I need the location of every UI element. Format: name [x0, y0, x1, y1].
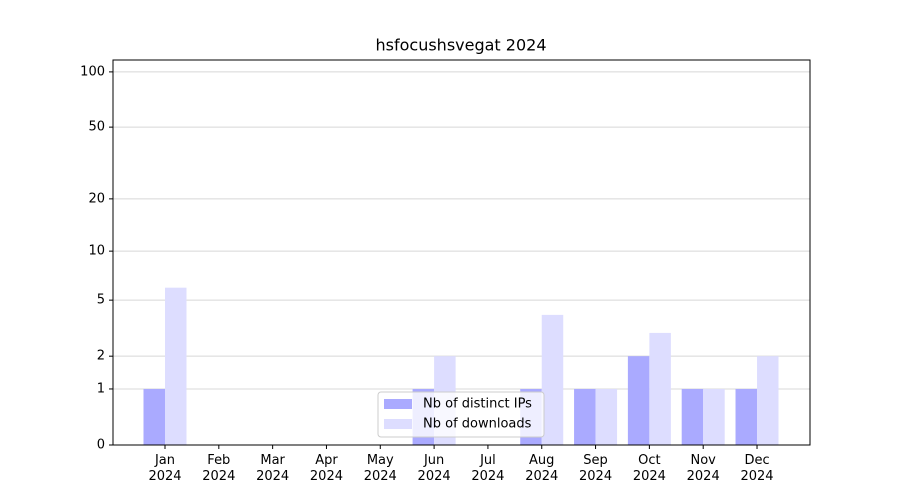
x-tick-label: Jan 2024 [148, 453, 182, 484]
x-tick-label: Apr 2024 [309, 453, 343, 484]
legend-label: Nb of distinct IPs [423, 397, 532, 412]
plot-frame [112, 59, 811, 446]
x-tick-label: Jul 2024 [471, 453, 505, 484]
legend: Nb of distinct IPs Nb of downloads [377, 391, 545, 438]
bar [703, 388, 725, 445]
x-tick-label: Sep 2024 [579, 453, 613, 484]
bar [757, 356, 779, 445]
legend-box [377, 391, 545, 438]
y-tick-label: 1 [97, 381, 105, 396]
bar [143, 388, 165, 445]
bar [681, 388, 704, 445]
x-tick-label: Dec 2024 [740, 453, 774, 484]
x-tick-label: Aug 2024 [525, 453, 559, 484]
x-tick-label: Jun 2024 [417, 453, 451, 484]
y-tick-label: 5 [97, 293, 105, 308]
y-tick-label: 0 [97, 438, 105, 453]
x-tick-label: May 2024 [363, 453, 397, 484]
bar [541, 314, 564, 445]
x-tick-label: Feb 2024 [202, 453, 236, 484]
bar [574, 388, 596, 445]
x-tick-label: Oct 2024 [632, 453, 666, 484]
y-tick-label: 50 [88, 120, 105, 135]
y-tick-label: 100 [80, 64, 105, 79]
bar [649, 332, 671, 445]
legend-label: Nb of downloads [423, 417, 532, 432]
x-tick-label: Nov 2024 [686, 453, 720, 484]
legend-swatch [384, 399, 412, 409]
x-tick-label: Mar 2024 [256, 453, 290, 484]
y-tick-label: 10 [88, 244, 105, 259]
bar [627, 356, 650, 445]
bar [595, 388, 618, 445]
bar [165, 287, 187, 445]
y-tick-label: 2 [97, 349, 105, 364]
y-tick-label: 20 [88, 191, 105, 206]
legend-swatch [384, 419, 412, 429]
bar [735, 388, 758, 445]
chart-title: hsfocushsvegat 2024 [376, 36, 547, 55]
